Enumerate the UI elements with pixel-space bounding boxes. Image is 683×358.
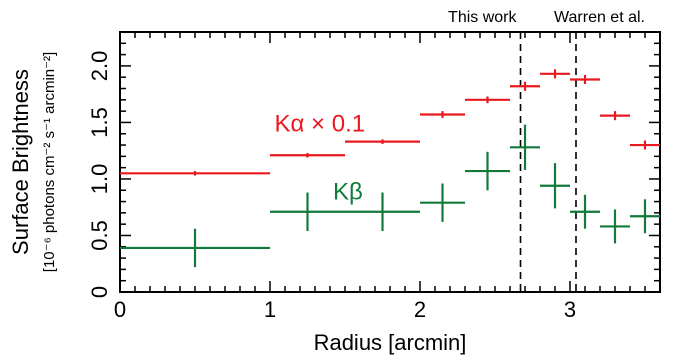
reference-line-label: This work — [448, 9, 517, 26]
series-label: Kα × 0.1 — [275, 110, 366, 137]
reference-lines: This work Warren et al. — [448, 9, 645, 292]
y-tick-label: 2.0 — [87, 51, 112, 82]
plot-frame — [119, 31, 661, 293]
y-tick-label: 1.5 — [87, 107, 112, 138]
data-series — [120, 69, 660, 268]
series-labels: Kα × 0.1 Kβ — [275, 110, 366, 205]
y-tick-label: 0.5 — [87, 220, 112, 251]
y-axis-label: Surface Brightness — [8, 69, 33, 255]
y-tick-label: 0 — [87, 286, 112, 298]
y-tick-label: 1.0 — [87, 164, 112, 195]
x-tick-label: 0 — [114, 297, 126, 322]
x-tick-label: 3 — [564, 297, 576, 322]
series-k-alpha — [120, 69, 660, 176]
y-axis-units: [10⁻⁶ photons cm⁻² s⁻¹ arcmin⁻²] — [41, 52, 58, 272]
x-tick-label: 1 — [264, 297, 276, 322]
axis-tick-labels: 0 1 2 3 0 0.5 1.0 1.5 2.0 — [87, 51, 576, 322]
x-tick-label: 2 — [414, 297, 426, 322]
series-label: Kβ — [333, 178, 363, 205]
reference-line-label: Warren et al. — [554, 9, 645, 26]
axis-ticks — [119, 31, 661, 293]
x-axis-label: Radius [arcmin] — [314, 330, 467, 355]
series-k-beta — [120, 124, 660, 268]
